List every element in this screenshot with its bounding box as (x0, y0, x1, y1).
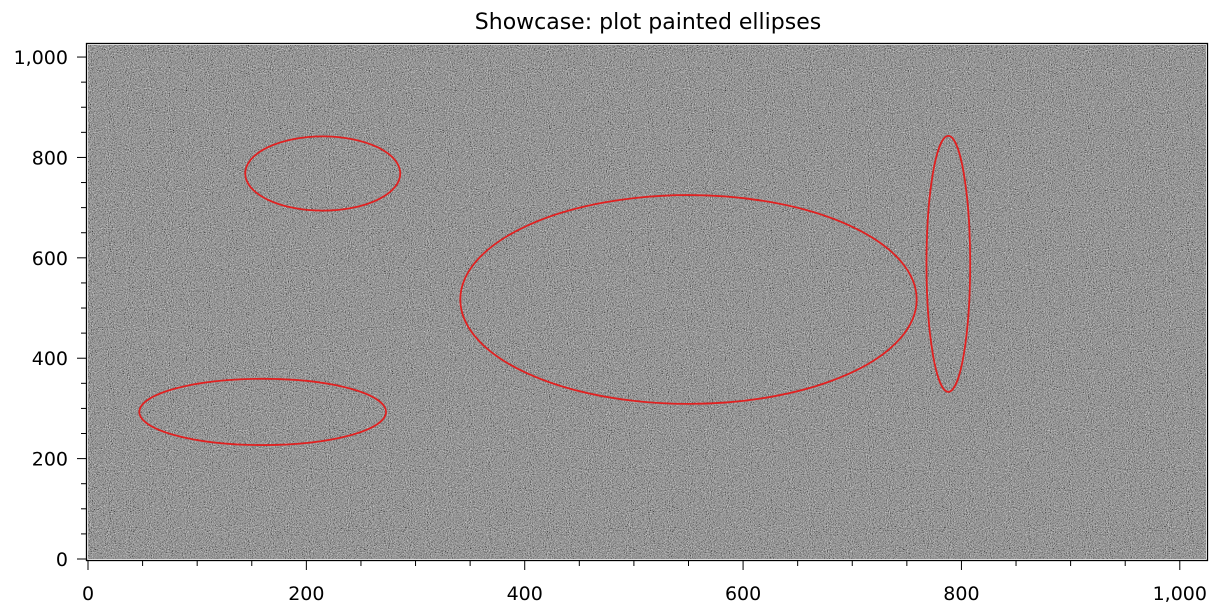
y-tick-label: 200 (32, 449, 68, 471)
x-tick-label: 0 (82, 583, 94, 605)
x-tick-label: 400 (507, 583, 543, 605)
plot-area (88, 45, 1206, 559)
ellipse-1 (244, 135, 402, 212)
y-tick-label: 800 (32, 147, 68, 169)
x-tick-label: 200 (288, 583, 324, 605)
ellipse-3 (459, 194, 918, 405)
x-tick-label: 800 (943, 583, 979, 605)
x-axis: 0 200 400 600 800 1,000 (82, 561, 1207, 605)
y-tick-label: 400 (32, 348, 68, 370)
y-axis: 0 200 400 600 800 1,000 (14, 47, 86, 571)
y-tick-label: 0 (56, 549, 68, 571)
plot-frame (85, 42, 1209, 562)
x-tick-label: 1,000 (1153, 583, 1207, 605)
y-tick-label: 1,000 (14, 47, 68, 69)
chart-title: Showcase: plot painted ellipses (475, 10, 821, 35)
x-tick-label: 600 (725, 583, 761, 605)
noise-texture (88, 45, 1206, 559)
ellipse-layer (138, 134, 972, 446)
ellipse-2 (138, 377, 387, 446)
y-tick-label: 600 (32, 248, 68, 270)
ellipse-4 (925, 134, 972, 393)
